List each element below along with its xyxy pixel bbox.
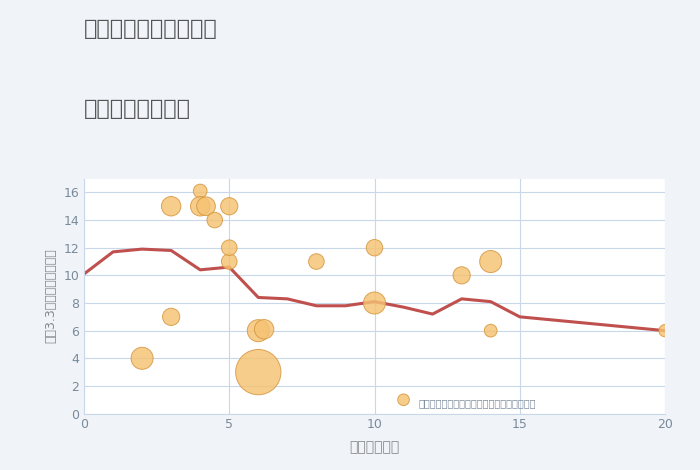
Point (195, 203, 206, 210)
X-axis label: 駅距離（分）: 駅距離（分） (349, 440, 400, 454)
Point (258, 326, 270, 333)
Point (253, 368, 264, 376)
Point (209, 216, 220, 224)
Text: 駅距離別土地価格: 駅距離別土地価格 (84, 99, 191, 119)
Y-axis label: 坪（3.3㎡）単価（万円）: 坪（3.3㎡）単価（万円） (45, 249, 57, 344)
Point (369, 299, 380, 307)
Point (659, 327, 671, 335)
Point (224, 203, 235, 210)
Point (224, 258, 235, 265)
Point (456, 272, 468, 279)
Point (398, 396, 409, 404)
Text: 円の大きさは、取引のあった物件面積を示す: 円の大きさは、取引のあった物件面積を示す (418, 398, 536, 408)
Point (200, 203, 211, 210)
Point (485, 258, 496, 265)
Point (311, 258, 322, 265)
Point (485, 327, 496, 335)
Point (165, 313, 176, 321)
Point (253, 327, 264, 335)
Text: 三重県鈴鹿市若松西の: 三重県鈴鹿市若松西の (84, 19, 218, 39)
Point (165, 203, 176, 210)
Point (195, 187, 206, 195)
Point (136, 354, 148, 362)
Point (224, 244, 235, 251)
Point (369, 244, 380, 251)
